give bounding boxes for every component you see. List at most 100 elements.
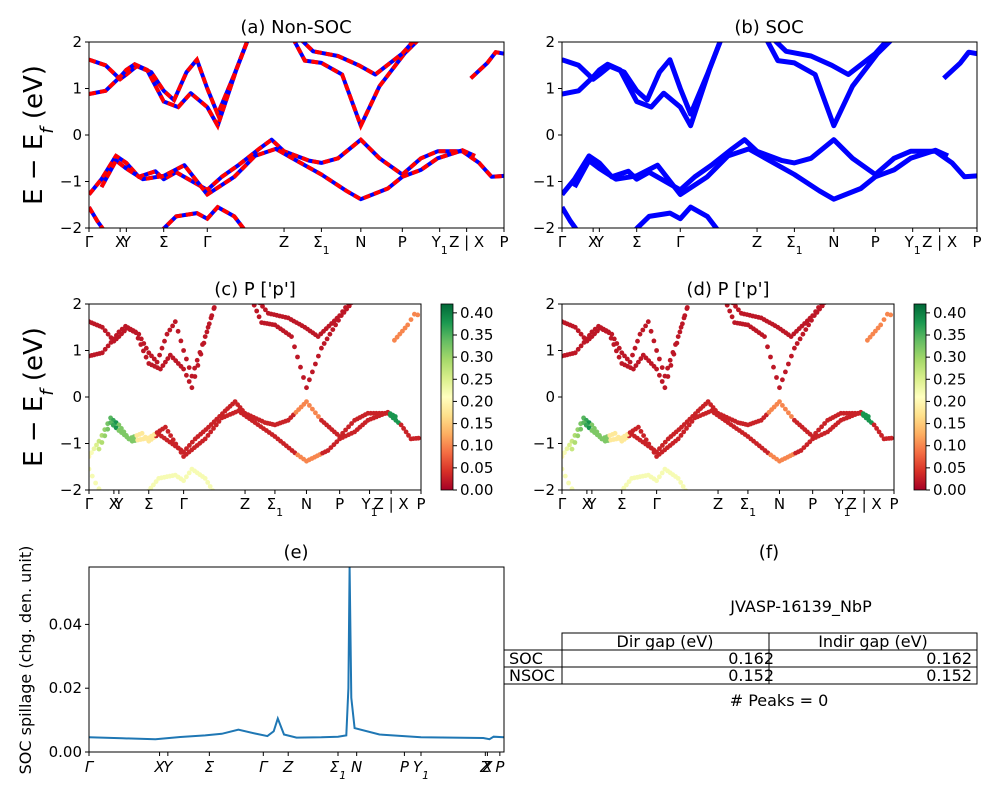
panel-d-point <box>646 441 652 447</box>
panel-c-point <box>108 340 114 345</box>
panel-d-colorbar-label: 0.30 <box>933 348 966 366</box>
panel-d-point <box>660 443 665 448</box>
panel-c-xtick-label: N <box>301 495 312 513</box>
panel-c-point <box>328 445 334 450</box>
panel-c-point <box>398 422 404 428</box>
panel-d-point <box>803 327 809 332</box>
panel-c-point <box>330 327 336 332</box>
panel-d-point <box>786 410 791 416</box>
panel-d-point <box>633 363 639 368</box>
panel-c-point <box>260 304 265 309</box>
panel-e-spillage-line <box>89 567 504 741</box>
panel-c-point <box>138 342 144 347</box>
panel-c-colorbar <box>440 303 454 491</box>
panel-d-point <box>564 446 570 452</box>
panel-d-point <box>674 340 680 346</box>
panel-d-point <box>667 357 673 363</box>
panel-d-point <box>630 352 635 358</box>
panel-c-point <box>304 385 309 391</box>
panel-c-xtick-label: Σ1 <box>267 495 283 519</box>
panel-d-points <box>562 304 894 490</box>
panel-b-ytick-label: 1 <box>545 80 555 98</box>
panel-d-xtick-label: Y1 <box>833 495 850 519</box>
panel-d-point <box>865 414 871 419</box>
panel-d-xtick-label: P <box>889 495 898 513</box>
panel-c-point <box>403 429 409 435</box>
panel-a-band-soc-5 <box>89 137 504 196</box>
panel-d-point <box>813 430 818 436</box>
panel-a-title: (a) Non-SOC <box>240 17 351 38</box>
panel-d-xtick-label: Y <box>586 495 597 513</box>
panel-c-point <box>181 478 187 484</box>
panel-d-ytick-label: 1 <box>545 342 555 360</box>
panel-c-xtick-label: P <box>416 495 425 513</box>
panel-d-point <box>589 329 595 335</box>
panel-d-point <box>648 328 654 334</box>
panel-d-point <box>592 326 598 332</box>
panel-d-point <box>562 454 565 459</box>
panel-c-point <box>175 328 181 334</box>
panel-d-point <box>804 442 810 448</box>
panel-d-point <box>888 312 894 318</box>
panel-d-point <box>657 474 662 480</box>
panel-d-point <box>765 344 770 350</box>
panel-c-point <box>154 359 160 365</box>
panel-d-ytick-label: −2 <box>533 481 555 499</box>
panel-d-point <box>645 319 651 325</box>
panel-c-point <box>392 337 397 343</box>
gap-table <box>503 632 978 685</box>
panel-e-xtick-label: Σ <box>205 758 215 776</box>
panel-d-point <box>727 308 733 314</box>
panel-c-point <box>295 354 300 360</box>
panel-d-point <box>626 479 632 484</box>
panel-d-point <box>684 305 690 310</box>
panel-d-point <box>729 314 735 320</box>
panel-c-xtick-label: Z <box>240 495 250 513</box>
panel-d-point <box>572 440 578 445</box>
panel-d-point <box>798 448 804 453</box>
panel-b-ytick-label: −2 <box>533 219 555 237</box>
panel-f-material: JVASP-16139_NbP <box>729 597 872 617</box>
panel-b-xtick-label: P <box>871 233 880 251</box>
panel-a-xtick-label: Σ1 <box>313 233 329 257</box>
panel-c-point <box>176 445 181 451</box>
table-header-indir-gap: Indir gap (eV) <box>818 632 928 651</box>
panel-c-point <box>186 365 192 370</box>
panel-d-point <box>567 442 572 448</box>
panel-c-point <box>205 480 211 485</box>
panel-d-point <box>736 307 741 313</box>
panel-c-point <box>91 446 97 452</box>
panel-c-point <box>298 364 303 370</box>
panel-d-point <box>575 328 581 334</box>
panel-c-xtick-label: Γ <box>179 495 188 513</box>
panel-c-point <box>105 331 111 337</box>
panel-a-ytick-label: 0 <box>72 126 82 144</box>
panel-b-band-6 <box>572 146 950 202</box>
panel-f-peaks: # Peaks = 0 <box>730 691 829 710</box>
panel-d-point <box>662 385 668 391</box>
panel-c-point <box>159 345 165 351</box>
panel-c-colorbar-label: 0.00 <box>460 481 493 499</box>
panel-d-point <box>816 305 821 310</box>
panel-e-ytick-label: 0.02 <box>49 679 82 697</box>
panel-c-point <box>89 466 92 472</box>
panel-a-xtick-label: N <box>355 233 366 251</box>
panel-a-band-nonsoc-7 <box>89 206 105 228</box>
panel-c-point <box>157 352 163 358</box>
panel-d-point <box>581 340 587 345</box>
panel-c-point <box>94 442 99 448</box>
panel-d-point <box>724 304 730 308</box>
panel-d-colorbar-label: 0.00 <box>933 481 966 499</box>
panel-c-point <box>102 346 108 352</box>
panel-d-xtick-label: Σ1 <box>740 495 756 519</box>
panel-d-point <box>819 304 824 306</box>
panel-d-point <box>638 429 644 434</box>
panel-c-point <box>254 308 260 314</box>
panel-d-xtick-label: Σ <box>617 495 626 513</box>
panel-c-point <box>99 324 105 330</box>
panel-c-xtick-label: Σ <box>144 495 153 513</box>
panel-d-point <box>651 449 657 455</box>
panel-c: (c) P ['p'] E − Ef (eV) 210−1−2 Γ XY Σ Γ Z Σ1… <box>19 279 493 519</box>
panel-c-point <box>210 488 216 490</box>
panel-d-point <box>671 351 677 357</box>
